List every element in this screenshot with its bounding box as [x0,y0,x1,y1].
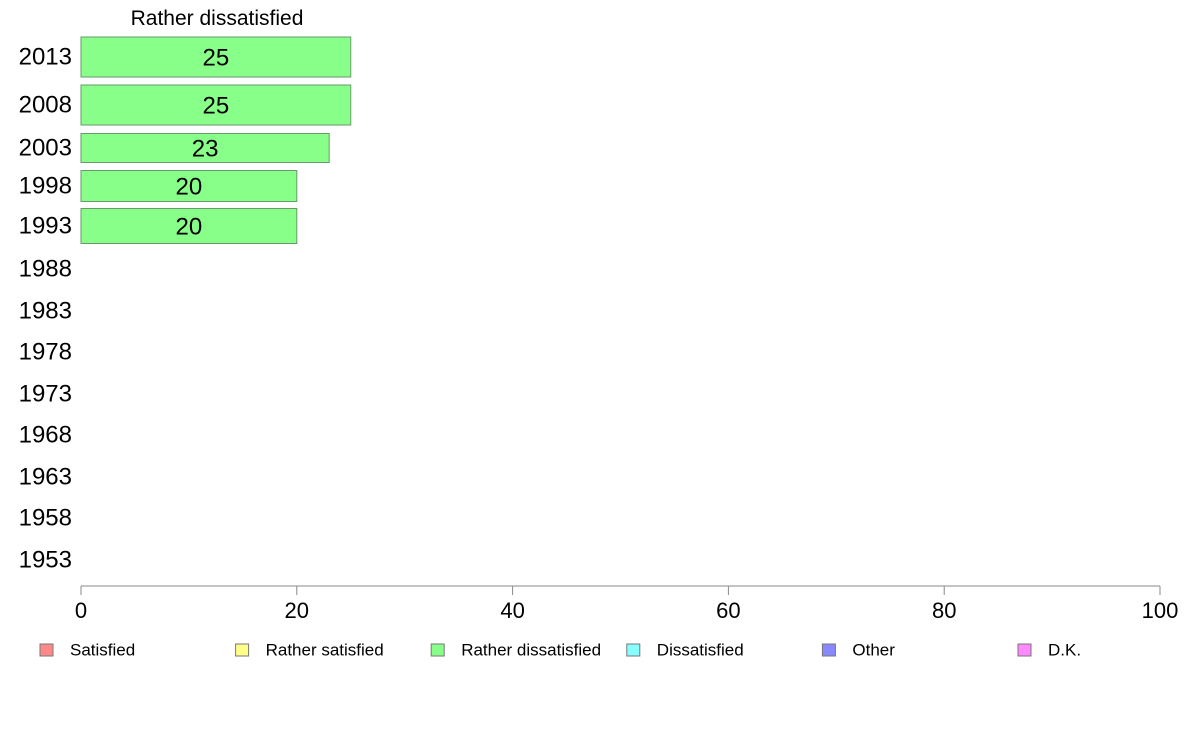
year-label: 1958 [19,505,72,532]
legend-swatch [1017,643,1032,657]
year-label: 1983 [19,298,72,325]
bar [80,208,298,244]
legend-label: Other [852,641,895,660]
bar-value-label: 25 [203,93,230,120]
year-label: 1998 [19,173,72,200]
year-label: 2008 [19,92,72,119]
year-label: 1968 [19,422,72,449]
chart-title: Rather dissatisfied [131,7,304,30]
bar [80,84,352,126]
bar-value-label: 20 [176,174,203,201]
bar [80,170,298,202]
bars-group: 25 25 23 20 20 [80,36,352,244]
legend-label: D.K. [1048,641,1081,660]
x-tick-label: 40 [500,598,524,623]
year-labels-group: 2013 2008 2003 1998 1993 1988 1983 1978 1973 1968… [19,44,72,574]
legend-swatch [39,643,54,657]
bar-value-label: 20 [176,214,203,241]
legend-label: Satisfied [70,641,135,660]
bar-value-label: 23 [192,136,219,163]
year-label: 2013 [19,44,72,71]
year-label: 1988 [19,256,72,283]
x-axis: 0 20 40 60 80 100 [75,585,1179,623]
legend: Satisfied Rather satisfied Rather dissatis… [39,641,1081,660]
year-label: 1953 [19,547,72,574]
bar [80,133,330,163]
legend-label: Rather satisfied [266,641,384,660]
year-label: 1978 [19,339,72,366]
year-label: 1993 [19,213,72,240]
bar-value-label: 25 [203,45,230,72]
year-label: 2003 [19,135,72,162]
legend-swatch [430,643,445,657]
legend-swatch [821,643,836,657]
x-tick-label: 100 [1142,598,1179,623]
legend-swatch [235,643,250,657]
x-tick-label: 20 [285,598,309,623]
legend-swatch [626,643,641,657]
legend-label: Rather dissatisfied [461,641,601,660]
year-label: 1963 [19,464,72,491]
x-tick-label: 0 [75,598,87,623]
legend-label: Dissatisfied [657,641,744,660]
x-tick-label: 60 [716,598,740,623]
bar [80,36,352,78]
x-tick-label: 80 [932,598,956,623]
year-label: 1973 [19,381,72,408]
